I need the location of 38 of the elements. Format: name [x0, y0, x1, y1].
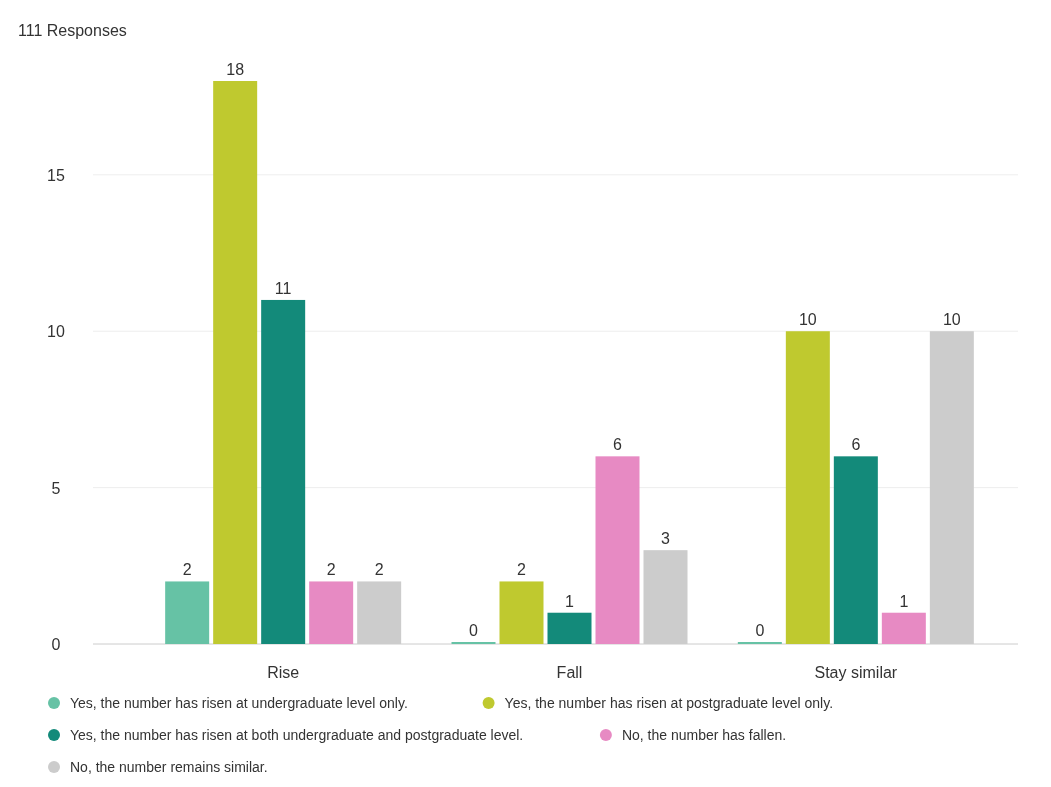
data-label: 11	[274, 279, 292, 297]
y-tick-label: 0	[51, 636, 61, 653]
data-label: 1	[565, 592, 575, 610]
data-label: 6	[851, 436, 861, 454]
data-label: 1	[899, 592, 909, 610]
data-label: 0	[755, 622, 765, 639]
bar	[881, 612, 926, 644]
x-tick-label: Stay similar	[814, 664, 898, 681]
bar	[785, 331, 830, 644]
bar	[499, 581, 544, 644]
data-label: 6	[613, 436, 623, 454]
chart-title: 111 Responses	[18, 22, 127, 39]
legend-label: No, the number remains similar.	[70, 759, 268, 775]
x-tick-label: Fall	[556, 664, 583, 681]
y-tick-label: 15	[47, 166, 65, 184]
bar	[261, 299, 306, 644]
bar	[547, 612, 592, 644]
data-label: 2	[182, 561, 192, 579]
data-label: 10	[798, 311, 817, 329]
legend-label: Yes, the number has risen at postgraduate level only.	[504, 695, 834, 711]
legend-label: Yes, the number has risen at both undergraduate and postgraduate level.	[70, 727, 524, 743]
x-tick-label: Rise	[267, 664, 300, 681]
data-label: 2	[374, 561, 384, 579]
data-label: 0	[469, 622, 479, 639]
bar	[309, 581, 354, 644]
data-label: 2	[326, 561, 336, 579]
data-label: 3	[661, 530, 671, 548]
bar	[213, 81, 258, 644]
legend-label: Yes, the number has risen at undergraduate level only.	[70, 695, 408, 711]
bar	[833, 456, 878, 644]
bar	[165, 581, 210, 644]
y-tick-label: 5	[51, 479, 61, 497]
y-tick-label: 10	[47, 323, 65, 341]
data-label: 18	[226, 61, 245, 78]
data-label: 10	[942, 311, 961, 329]
legend-label: No, the number has fallen.	[621, 727, 787, 743]
data-label: 2	[517, 561, 527, 579]
bar	[595, 456, 640, 644]
